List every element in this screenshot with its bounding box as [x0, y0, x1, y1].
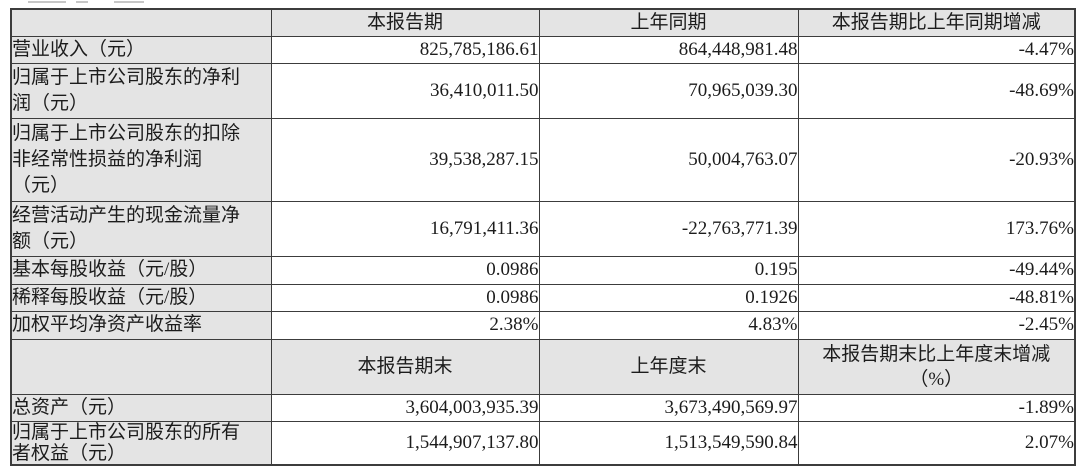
cell-value: 4.83%	[538, 310, 799, 340]
cell-value: 0.0986	[270, 255, 540, 285]
cell-value: 864,448,981.48	[538, 35, 799, 64]
cell-value: 2.38%	[270, 310, 540, 340]
cell-value: 39,538,287.15	[270, 117, 540, 202]
cell-value: -2.45%	[797, 310, 1076, 340]
column-header: 本报告期末比上年度末增减 （%）	[797, 338, 1076, 395]
table-row: 归属于上市公司股东的扣除 非经常性损益的净利润 （元） 39,538,287.15…	[10, 117, 1076, 202]
cell-value: 1,544,907,137.80	[270, 420, 540, 466]
cell-value: 0.0986	[270, 283, 540, 312]
cell-value: 3,673,490,569.97	[538, 393, 799, 422]
row-label: 归属于上市公司股东的所有 者权益（元）	[10, 420, 272, 466]
financial-summary-table: 本报告期 上年同期 本报告期比上年同期增减 营业收入（元） 825,785,186.61…	[10, 8, 1076, 466]
table-row: 归属于上市公司股东的净利 润（元） 36,410,011.50 70,965,039…	[10, 62, 1076, 119]
cell-value: 173.76%	[797, 200, 1076, 257]
column-header: 本报告期比上年同期增减	[797, 8, 1076, 37]
cell-value: 3,604,003,935.39	[270, 393, 540, 422]
column-header: 本报告期末	[270, 338, 540, 395]
cell-value: -48.69%	[797, 62, 1076, 119]
row-label-spacer	[10, 338, 272, 395]
row-label: 归属于上市公司股东的净利 润（元）	[10, 62, 272, 119]
cell-value: 70,965,039.30	[538, 62, 799, 119]
cell-value: -4.47%	[797, 35, 1076, 64]
row-label: 基本每股收益（元/股）	[10, 255, 272, 285]
table-header-row: 本报告期 上年同期 本报告期比上年同期增减	[10, 8, 1076, 37]
row-label: 稀释每股收益（元/股）	[10, 283, 272, 312]
column-header: 上年同期	[538, 8, 799, 37]
row-label: 营业收入（元）	[10, 35, 272, 64]
cell-value: -1.89%	[797, 393, 1076, 422]
row-label: 加权平均净资产收益率	[10, 310, 272, 340]
cell-value: 16,791,411.36	[270, 200, 540, 257]
row-label: 归属于上市公司股东的扣除 非经常性损益的净利润 （元）	[10, 117, 272, 202]
cell-value: -48.81%	[797, 283, 1076, 312]
row-label: 经营活动产生的现金流量净 额（元）	[10, 200, 272, 257]
row-label: 总资产（元）	[10, 393, 272, 422]
row-label-spacer	[10, 8, 272, 37]
table-row: 营业收入（元） 825,785,186.61 864,448,981.48 -4.47…	[10, 35, 1076, 64]
cell-value: -22,763,771.39	[538, 200, 799, 257]
cell-value: 36,410,011.50	[270, 62, 540, 119]
table-row: 总资产（元） 3,604,003,935.39 3,673,490,569.97 -1…	[10, 393, 1076, 422]
cell-value: 50,004,763.07	[538, 117, 799, 202]
table-header-row: 本报告期末 上年度末 本报告期末比上年度末增减 （%）	[10, 338, 1076, 395]
clipped-text-remnant	[28, 0, 168, 4]
cell-value: 825,785,186.61	[270, 35, 540, 64]
table-row: 稀释每股收益（元/股） 0.0986 0.1926 -48.81%	[10, 283, 1076, 312]
cell-value: 2.07%	[797, 420, 1076, 466]
table-row: 加权平均净资产收益率 2.38% 4.83% -2.45%	[10, 310, 1076, 340]
cell-value: 0.1926	[538, 283, 799, 312]
cell-value: -49.44%	[797, 255, 1076, 285]
table-row: 归属于上市公司股东的所有 者权益（元） 1,544,907,137.80 1,513…	[10, 420, 1076, 466]
table-row: 经营活动产生的现金流量净 额（元） 16,791,411.36 -22,763,77…	[10, 200, 1076, 257]
column-header: 本报告期	[270, 8, 540, 37]
cell-value: -20.93%	[797, 117, 1076, 202]
cell-value: 1,513,549,590.84	[538, 420, 799, 466]
table-row: 基本每股收益（元/股） 0.0986 0.195 -49.44%	[10, 255, 1076, 285]
column-header: 上年度末	[538, 338, 799, 395]
cell-value: 0.195	[538, 255, 799, 285]
